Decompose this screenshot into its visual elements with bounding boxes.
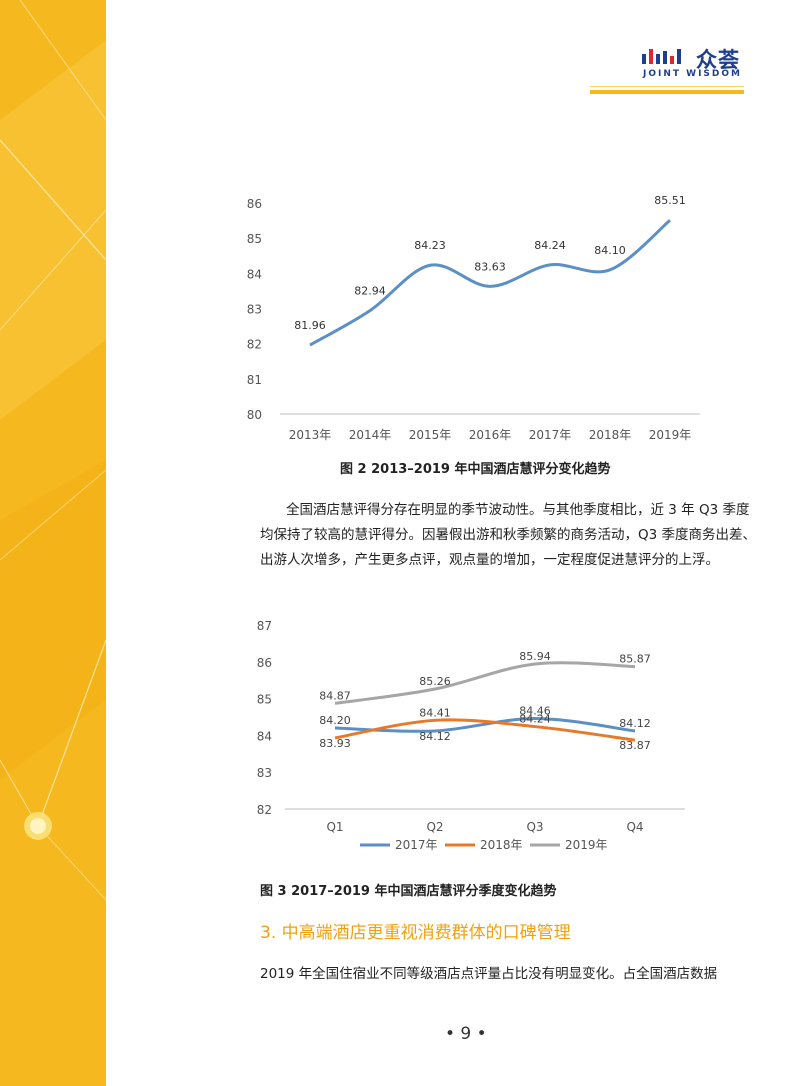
y-tick-label: 86: [257, 656, 272, 670]
data-label: 84.20: [319, 714, 351, 727]
x-tick-label: 2013年: [289, 428, 332, 442]
y-tick-label: 86: [247, 197, 262, 211]
y-tick-label: 83: [247, 303, 262, 317]
header-rule-thin: [590, 86, 744, 87]
paragraph-2-line-1: 2019 年全国住宿业不同等级酒店点评量占比没有明显变化。占全国酒店数据: [260, 966, 718, 982]
legend-label: 2018年: [480, 838, 523, 852]
y-tick-label: 82: [257, 803, 272, 817]
x-tick-label: Q1: [326, 820, 343, 834]
data-label: 85.26: [419, 675, 451, 688]
data-label: 85.94: [519, 650, 551, 663]
data-label: 84.23: [414, 239, 446, 252]
legend-label: 2017年: [395, 838, 438, 852]
data-label: 84.41: [419, 706, 451, 719]
data-label: 83.93: [319, 737, 351, 750]
x-tick-label: 2019年: [649, 428, 692, 442]
x-tick-label: Q2: [426, 820, 443, 834]
legend-label: 2019年: [565, 838, 608, 852]
x-tick-label: 2018年: [589, 428, 632, 442]
paragraph-1-line-3: 出游人次增多，产生更多点评，观点量的增加，一定程度促进慧评分的上浮。: [260, 552, 719, 568]
y-tick-label: 82: [247, 338, 262, 352]
sidebar-pattern: [0, 0, 106, 1086]
y-tick-label: 80: [247, 408, 262, 422]
annual-score-chart: 80 81 82 83 84 85 86 2013年 2014年 2015年 2016年 2017年 2…: [230, 185, 710, 450]
data-label: 82.94: [354, 285, 386, 298]
y-tick-label: 87: [257, 619, 272, 633]
figure-2-caption: 图 2 2013–2019 年中国酒店慧评分变化趋势: [340, 462, 611, 477]
y-tick-label: 84: [257, 729, 272, 743]
series-line: [309, 219, 671, 347]
quarterly-score-chart-svg: 82 83 84 85 86 87 Q1 Q2 Q3 Q4 84.20 84.12 84.46 84.12…: [257, 619, 685, 852]
data-label: 83.63: [474, 260, 506, 273]
x-tick-label: 2014年: [349, 428, 392, 442]
data-label: 83.87: [619, 739, 651, 752]
quarterly-score-chart: 82 83 84 85 86 87 Q1 Q2 Q3 Q4 84.20 84.12 84.46 84.12…: [230, 612, 710, 857]
brand-logo: 众荟 JOINT WISDOM: [640, 44, 750, 84]
x-tick-label: Q4: [626, 820, 643, 834]
header-rule: [590, 90, 744, 94]
paragraph-1-line-2: 均保持了较高的慧评得分。因暑假出游和秋季频繁的商务活动，Q3 季度商务出差、: [260, 527, 757, 543]
data-label: 84.24: [519, 713, 551, 726]
data-label: 84.46: [519, 704, 551, 717]
x-tick-label: 2016年: [469, 428, 512, 442]
y-tick-label: 83: [257, 766, 272, 780]
logo-mark-icon: [642, 49, 681, 64]
y-tick-label: 85: [247, 232, 262, 246]
paragraph-1-line-1: 全国酒店慧评得分存在明显的季节波动性。与其他季度相比，近 3 年 Q3 季度: [286, 502, 750, 518]
data-label: 85.87: [619, 653, 651, 666]
data-label: 85.51: [654, 194, 686, 207]
x-tick-label: 2017年: [529, 428, 572, 442]
data-label: 84.10: [594, 244, 626, 257]
section-heading: 3. 中高端酒店更重视消费群体的口碑管理: [260, 923, 571, 943]
page-number: • 9 •: [445, 1024, 487, 1044]
x-tick-label: Q3: [526, 820, 543, 834]
y-tick-label: 85: [257, 693, 272, 707]
figure-3-caption: 图 3 2017–2019 年中国酒店慧评分季度变化趋势: [260, 884, 557, 899]
annual-score-chart-svg: 80 81 82 83 84 85 86 2013年 2014年 2015年 2016年 2017年 2…: [247, 194, 700, 442]
data-label: 84.12: [419, 730, 451, 743]
data-label: 81.96: [294, 319, 326, 332]
series-2019-line: [334, 661, 636, 705]
decorative-sidebar: [0, 0, 106, 1086]
y-tick-label: 81: [247, 373, 262, 387]
body-paragraph-2: 2019 年全国住宿业不同等级酒店点评量占比没有明显变化。占全国酒店数据: [260, 962, 720, 987]
logo-text-en: JOINT WISDOM: [643, 69, 742, 79]
y-tick-label: 84: [247, 267, 262, 281]
series-2018-line: [334, 718, 636, 742]
data-label: 84.24: [534, 239, 566, 252]
data-label: 84.87: [319, 689, 351, 702]
data-label: 84.12: [619, 717, 651, 730]
x-tick-label: 2015年: [409, 428, 452, 442]
body-paragraph-1: 全国酒店慧评得分存在明显的季节波动性。与其他季度相比，近 3 年 Q3 季度 均…: [260, 498, 757, 573]
logo-text-cn: 众荟: [696, 48, 740, 72]
